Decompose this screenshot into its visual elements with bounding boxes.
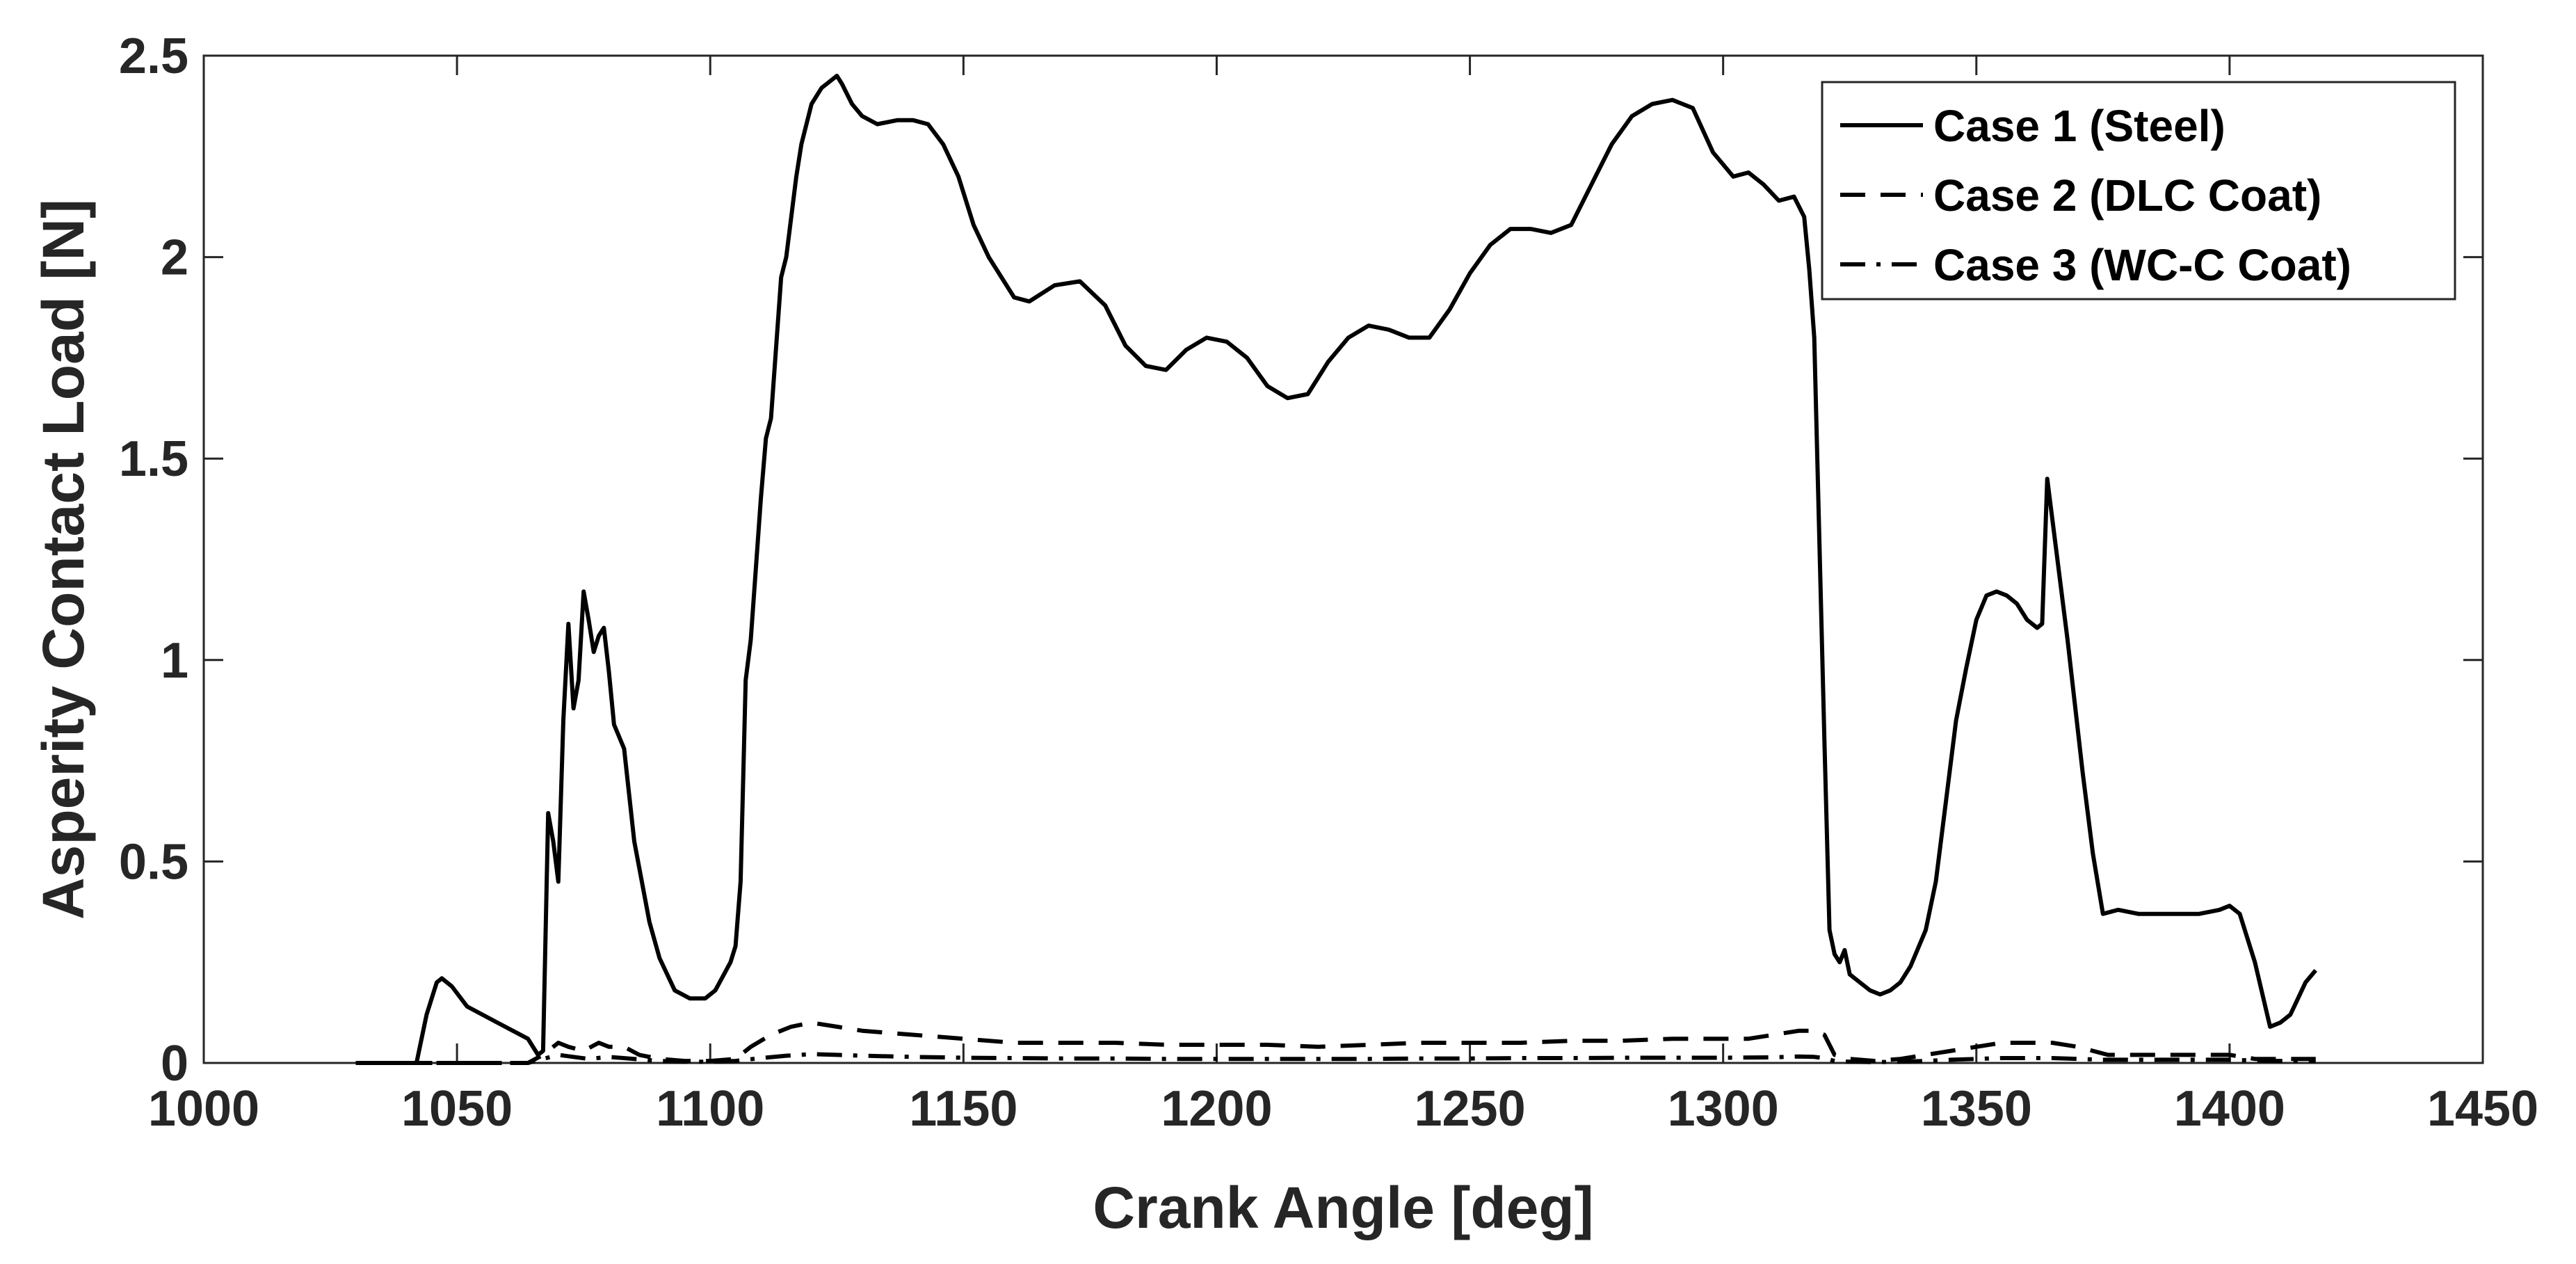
series-line-case-3 bbox=[355, 1052, 2316, 1065]
legend-entry-label: Case 2 (DLC Coat) bbox=[1933, 170, 2321, 221]
x-tick-label: 1200 bbox=[1161, 1081, 1272, 1137]
legend-entry-label: Case 1 (Steel) bbox=[1933, 101, 2225, 151]
y-tick-label: 2 bbox=[161, 230, 188, 286]
y-axis-label: Asperity Contact Load [N] bbox=[31, 199, 96, 920]
legend-entry-label: Case 3 (WC-C Coat) bbox=[1933, 240, 2351, 290]
x-tick-label: 1150 bbox=[909, 1081, 1017, 1137]
x-tick-label: 1000 bbox=[148, 1081, 259, 1137]
x-tick-label: 1350 bbox=[1921, 1081, 2032, 1137]
x-axis-label: Crank Angle [deg] bbox=[1093, 1175, 1593, 1240]
series-layer bbox=[355, 74, 2317, 1065]
legend-box bbox=[1821, 81, 2456, 301]
series-line-case-1 bbox=[355, 74, 2317, 1065]
y-tick-label: 1 bbox=[161, 633, 188, 689]
y-tick-label: 0 bbox=[161, 1036, 188, 1091]
axes: 1000 1050 1100 1150 1200 1250 1300 1350 1400 1450… bbox=[119, 29, 2538, 1137]
plot-frame bbox=[202, 54, 2484, 1064]
x-tick-label: 1400 bbox=[2174, 1081, 2285, 1137]
x-tick-label: 1250 bbox=[1414, 1081, 1525, 1137]
y-tick-label: 1.5 bbox=[119, 431, 188, 487]
x-tick-label: 1050 bbox=[401, 1081, 513, 1137]
y-tick-label: 2.5 bbox=[119, 29, 188, 84]
x-tick-label: 1100 bbox=[656, 1081, 764, 1137]
legend: Case 1 (Steel) Case 2 (DLC Coat) Case 3 (W… bbox=[1821, 81, 2456, 301]
x-tick-label: 1300 bbox=[1668, 1081, 1779, 1137]
x-tick-label: 1450 bbox=[2427, 1081, 2538, 1137]
y-tick-label: 0.5 bbox=[119, 834, 188, 890]
